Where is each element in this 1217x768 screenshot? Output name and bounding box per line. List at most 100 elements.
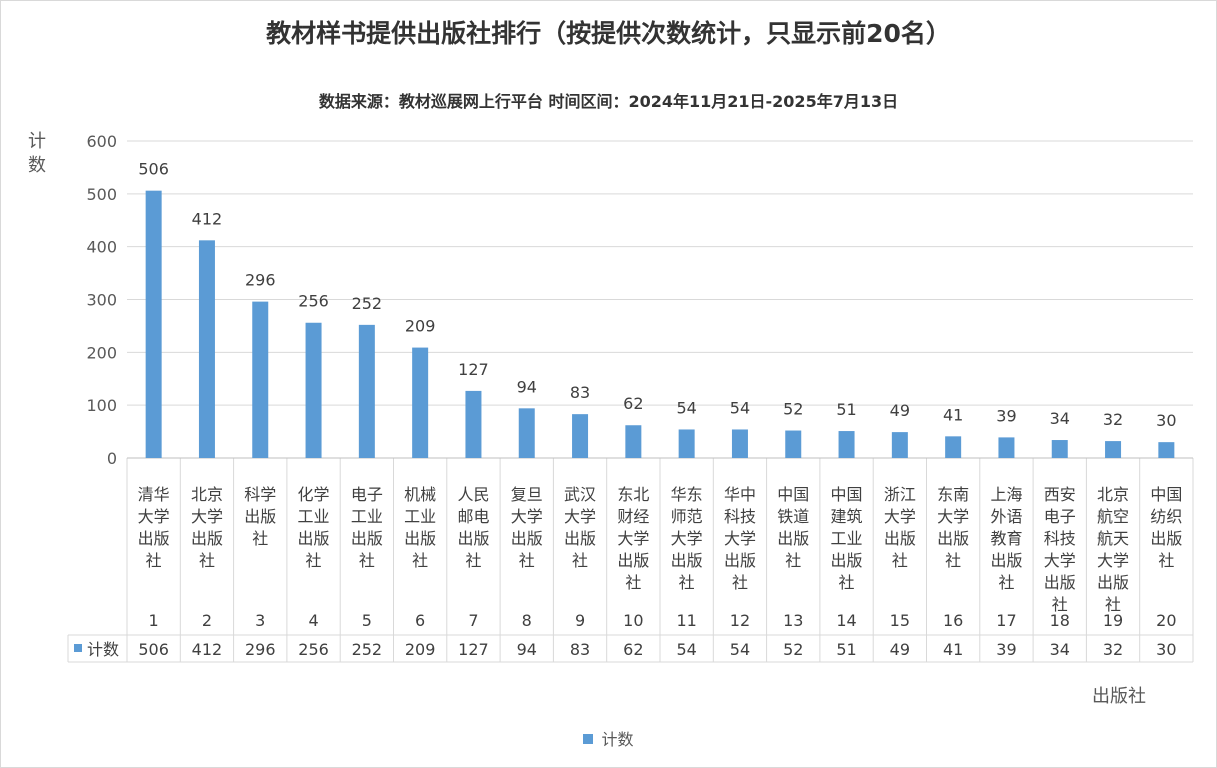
bar [518,408,535,458]
table-value: 54 [676,640,696,659]
x-rank-label: 15 [890,611,910,630]
table-value: 30 [1156,640,1176,659]
x-rank-label: 19 [1103,611,1123,630]
bar [465,390,482,458]
x-rank-label: 20 [1156,611,1176,630]
y-tick-label: 200 [86,343,117,362]
table-value: 52 [783,640,803,659]
table-value: 209 [405,640,436,659]
x-rank-label: 13 [783,611,803,630]
x-rank-label: 9 [575,611,585,630]
bar [891,432,908,458]
x-rank-label: 1 [149,611,159,630]
x-axis-label: 出版社 [1092,686,1146,707]
legend-swatch [583,734,594,744]
y-tick-label: 600 [86,132,117,151]
table-value: 54 [730,640,750,659]
table-value: 62 [623,640,643,659]
data-label: 54 [730,398,750,417]
data-label: 32 [1103,410,1123,429]
bar [678,429,695,458]
table-value: 34 [1050,640,1070,659]
data-label: 296 [245,271,276,290]
data-label: 412 [192,209,223,228]
x-category-label: 西安电子科技大学出版社 [1044,485,1076,614]
bar [945,436,962,458]
bar [998,437,1015,458]
data-label: 62 [623,394,643,413]
bar [305,322,322,458]
x-category-label: 北京大学出版社 [191,485,223,570]
x-category-label: 中国铁道出版社 [777,485,809,570]
y-axis-label: 计数 [28,131,46,176]
x-category-label: 中国纺织出版社 [1150,485,1182,570]
chart-title: 教材样书提供出版社排行（按提供次数统计，只显示前20名） [266,19,951,48]
x-category-label: 化学工业出版社 [298,485,330,570]
bar [1105,441,1122,458]
table-value: 296 [245,640,276,659]
y-tick-label: 0 [107,449,117,468]
x-category-label: 复旦大学出版社 [511,485,543,570]
bar [198,240,215,458]
x-category-label: 人民邮电出版社 [457,485,489,570]
x-rank-label: 14 [836,611,856,630]
data-label: 39 [996,406,1016,425]
bar [1051,440,1068,458]
x-category-label: 中国建筑工业出版社 [831,485,863,592]
data-label: 127 [458,360,489,379]
data-label: 94 [517,377,537,396]
bar [358,324,375,458]
x-rank-label: 18 [1050,611,1070,630]
x-category-label: 北京航空航天大学出版社 [1097,485,1129,614]
x-category-label: 电子工业出版社 [351,485,383,570]
x-category-label: 科学出版社 [244,485,276,548]
x-category-label: 华东师范大学出版社 [671,485,703,592]
table-value: 256 [298,640,329,659]
x-rank-label: 12 [730,611,750,630]
table-value: 506 [138,640,169,659]
table-series-label: 计数 [87,640,119,659]
table-value: 412 [192,640,223,659]
data-label: 54 [676,398,696,417]
data-label: 52 [783,400,803,419]
bar [731,429,748,458]
x-rank-label: 11 [676,611,696,630]
x-rank-label: 6 [415,611,425,630]
chart-subtitle: 数据来源：教材巡展网上行平台 时间区间：2024年11月21日-2025年7月1… [318,92,899,111]
bar [412,347,429,458]
x-rank-label: 17 [996,611,1016,630]
table-value: 41 [943,640,963,659]
x-category-label: 机械工业出版社 [404,485,436,570]
legend: 计数 [0,726,1217,750]
y-tick-label: 300 [86,291,117,310]
data-label: 49 [890,401,910,420]
data-label: 41 [943,405,963,424]
legend-label: 计数 [601,730,634,749]
x-rank-label: 16 [943,611,963,630]
x-category-label: 清华大学出版社 [138,485,170,570]
data-label: 83 [570,383,590,402]
x-category-label: 东北财经大学出版社 [617,485,649,592]
bar [838,431,855,458]
data-label: 30 [1156,411,1176,430]
y-tick-label: 400 [86,238,117,257]
bar [625,425,642,458]
data-label: 252 [352,294,383,313]
table-value: 51 [836,640,856,659]
table-value: 39 [996,640,1016,659]
bar [785,430,802,458]
data-label: 256 [298,292,329,311]
bar [252,301,269,458]
table-value: 32 [1103,640,1123,659]
bar [572,414,589,458]
table-value: 252 [352,640,383,659]
x-rank-label: 8 [522,611,532,630]
data-label: 51 [836,400,856,419]
x-rank-label: 5 [362,611,372,630]
table-value: 83 [570,640,590,659]
x-rank-label: 3 [255,611,265,630]
data-label: 209 [405,317,436,336]
table-value: 94 [517,640,537,659]
table-value: 127 [458,640,489,659]
x-rank-label: 2 [202,611,212,630]
